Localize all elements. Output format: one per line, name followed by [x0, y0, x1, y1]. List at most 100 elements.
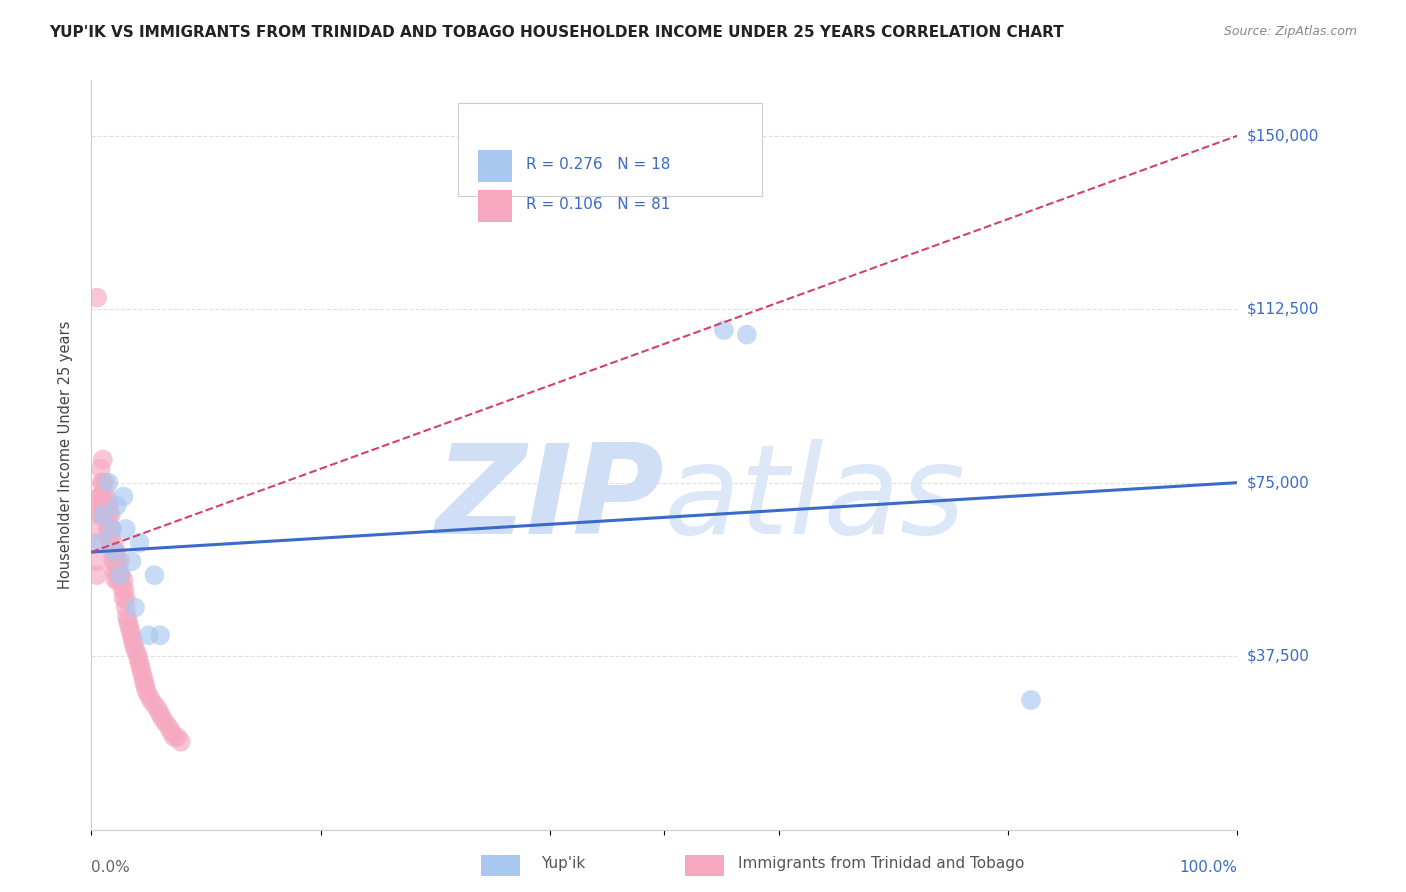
Point — [89, 490, 111, 504]
Point — [103, 545, 125, 559]
Point — [114, 582, 136, 596]
Point — [89, 508, 111, 522]
Point — [90, 536, 112, 550]
Point — [93, 490, 115, 504]
Point — [110, 568, 132, 582]
Point — [124, 642, 146, 657]
Point — [96, 490, 118, 504]
Point — [101, 545, 124, 559]
Point — [112, 573, 135, 587]
Point — [91, 508, 114, 522]
Text: R = 0.276   N = 18: R = 0.276 N = 18 — [526, 157, 671, 172]
Point — [166, 730, 188, 744]
Point — [713, 323, 735, 337]
Point — [143, 568, 166, 582]
Point — [132, 674, 155, 689]
Point — [86, 291, 108, 305]
Point — [146, 702, 169, 716]
Point — [105, 564, 128, 578]
Point — [114, 591, 136, 606]
Point — [134, 679, 156, 693]
Point — [121, 554, 143, 568]
Point — [91, 452, 114, 467]
Text: $150,000: $150,000 — [1247, 128, 1319, 144]
Point — [155, 716, 177, 731]
Point — [120, 624, 142, 638]
Point — [129, 661, 152, 675]
Point — [87, 522, 110, 536]
Point — [111, 582, 134, 596]
Point — [90, 475, 112, 490]
Text: 100.0%: 100.0% — [1180, 860, 1237, 875]
Point — [97, 475, 120, 490]
Point — [138, 689, 160, 703]
Point — [117, 615, 139, 629]
Point — [122, 638, 145, 652]
Point — [112, 490, 135, 504]
Text: R = 0.106   N = 81: R = 0.106 N = 81 — [526, 197, 671, 211]
Point — [108, 564, 131, 578]
Point — [86, 568, 108, 582]
Text: Source: ZipAtlas.com: Source: ZipAtlas.com — [1223, 25, 1357, 38]
Point — [107, 573, 129, 587]
Point — [90, 499, 112, 513]
Point — [1019, 693, 1042, 707]
Point — [91, 499, 114, 513]
Text: ZIP: ZIP — [436, 440, 664, 560]
Point — [101, 522, 124, 536]
Point — [96, 499, 118, 513]
Point — [143, 698, 166, 712]
Point — [105, 545, 128, 559]
Point — [108, 554, 131, 568]
Point — [103, 564, 125, 578]
Point — [103, 545, 125, 559]
Point — [94, 475, 117, 490]
Point — [121, 628, 143, 642]
Point — [101, 554, 124, 568]
Point — [149, 628, 172, 642]
Point — [127, 647, 149, 661]
Point — [163, 730, 186, 744]
Point — [149, 706, 172, 721]
Point — [128, 656, 150, 670]
Point — [112, 591, 135, 606]
Text: $112,500: $112,500 — [1247, 301, 1319, 317]
Point — [127, 651, 149, 665]
Point — [107, 554, 129, 568]
Point — [128, 536, 150, 550]
Text: Immigrants from Trinidad and Tobago: Immigrants from Trinidad and Tobago — [738, 856, 1025, 871]
Point — [108, 573, 131, 587]
Point — [86, 554, 108, 568]
Point — [96, 508, 118, 522]
Text: $37,500: $37,500 — [1247, 648, 1310, 664]
Text: atlas: atlas — [664, 440, 966, 560]
Point — [139, 693, 162, 707]
FancyBboxPatch shape — [478, 151, 512, 182]
Point — [86, 536, 108, 550]
Point — [97, 531, 120, 545]
Text: $75,000: $75,000 — [1247, 475, 1310, 491]
Y-axis label: Householder Income Under 25 years: Householder Income Under 25 years — [58, 321, 73, 589]
Point — [98, 499, 121, 513]
Point — [735, 327, 758, 342]
Point — [90, 490, 112, 504]
Point — [108, 568, 131, 582]
Point — [114, 522, 136, 536]
Point — [100, 531, 122, 545]
Point — [96, 522, 118, 536]
Point — [135, 683, 157, 698]
FancyBboxPatch shape — [458, 103, 762, 196]
Point — [91, 475, 114, 490]
Point — [118, 619, 141, 633]
Point — [115, 609, 138, 624]
Point — [94, 499, 117, 513]
Point — [101, 522, 124, 536]
Text: Yup'ik: Yup'ik — [541, 856, 585, 871]
Point — [124, 600, 146, 615]
Point — [160, 725, 183, 739]
Point — [105, 499, 128, 513]
Text: 0.0%: 0.0% — [91, 860, 131, 875]
Point — [90, 462, 112, 476]
Point — [100, 508, 122, 522]
Point — [152, 712, 174, 726]
